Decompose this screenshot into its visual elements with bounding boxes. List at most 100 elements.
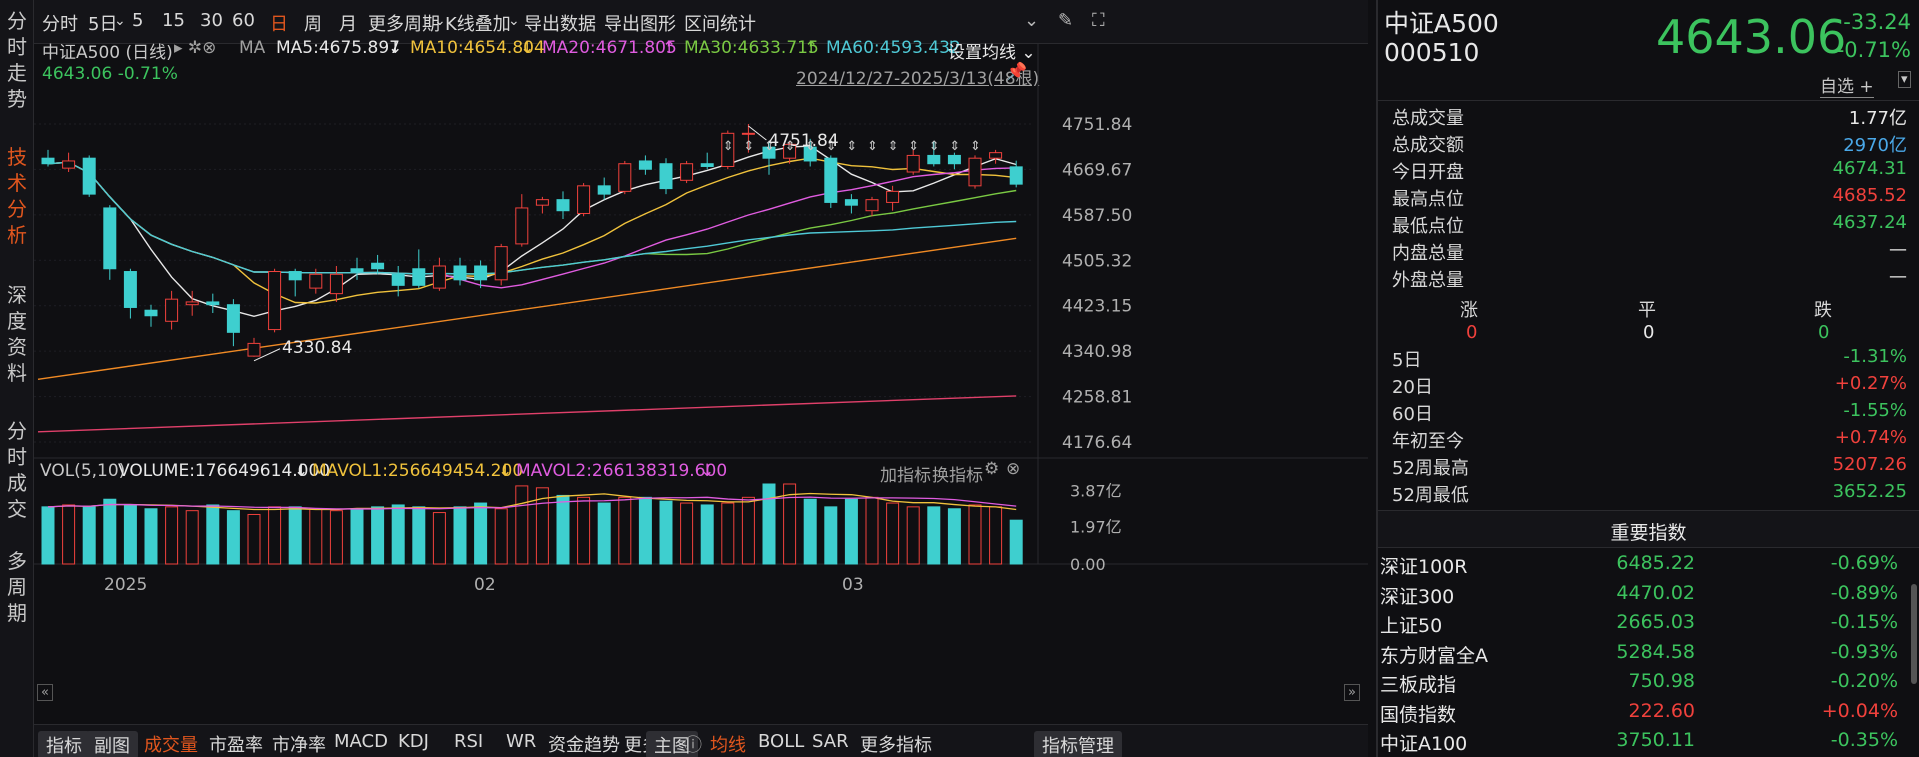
candle-body bbox=[165, 298, 179, 322]
main-indicator-tab-1[interactable]: BOLL bbox=[758, 731, 805, 752]
stat-label: 总成交量 bbox=[1392, 108, 1464, 129]
volume-bar bbox=[247, 513, 261, 565]
indicator-button[interactable]: 指标 bbox=[38, 731, 90, 757]
candle-body bbox=[62, 160, 76, 169]
stat-row: 最低点位 4637.24 bbox=[1392, 212, 1907, 239]
gear-icon[interactable]: ⚙ bbox=[984, 459, 1000, 479]
index-row[interactable]: 中证A100 3750.11 -0.35% bbox=[1380, 729, 1910, 757]
nav-tab-3[interactable]: 分时成交 bbox=[7, 419, 27, 521]
volume-bar bbox=[803, 498, 817, 565]
perf-label: 60日 bbox=[1392, 404, 1433, 425]
ma-legend-item: MA30:4633.715 bbox=[684, 38, 819, 58]
ma-legend-item: MA60:4593.432 bbox=[826, 38, 961, 58]
candle-body bbox=[659, 163, 673, 190]
volume-bar bbox=[474, 502, 488, 565]
main-indicator-tab-0[interactable]: 均线 bbox=[710, 735, 746, 756]
ma-settings-icon[interactable]: ▸ ✲⊗ bbox=[174, 38, 217, 58]
period-tab-2[interactable]: 5 bbox=[132, 10, 144, 31]
nav-tab-2[interactable]: 深度资料 bbox=[7, 283, 27, 385]
indicator-tab-3[interactable]: MACD bbox=[334, 731, 388, 752]
indicator-tab-4[interactable]: KDJ bbox=[398, 731, 429, 752]
period-tab-5[interactable]: 60 bbox=[232, 10, 255, 31]
pin-icon[interactable]: 📌 bbox=[1006, 62, 1028, 82]
volume-bar bbox=[82, 506, 96, 565]
vol-title: VOL(5,10) bbox=[40, 461, 126, 481]
scroll-right-button[interactable]: » bbox=[1344, 684, 1360, 701]
scrollbar[interactable] bbox=[1911, 584, 1917, 684]
main-indicator-tab-3[interactable]: 更多指标 bbox=[860, 735, 932, 756]
indicator-tab-7[interactable]: 资金趋势 bbox=[548, 735, 620, 756]
draw-icon[interactable]: ✎ bbox=[1058, 10, 1074, 31]
y-tick-label: 4751.84 bbox=[1062, 115, 1132, 135]
perf-label: 年初至今 bbox=[1392, 431, 1464, 452]
candle-body bbox=[432, 265, 446, 289]
set-ma-button[interactable]: 设置均线 ⌄ bbox=[948, 43, 1036, 63]
range-stats-button[interactable]: 区间统计 bbox=[684, 14, 756, 35]
period-tab-1[interactable]: 5日 bbox=[88, 14, 118, 35]
period-tab-8[interactable]: 月 bbox=[339, 14, 357, 35]
period-tab-4[interactable]: 30 bbox=[200, 10, 223, 31]
period-tab-3[interactable]: 15 bbox=[162, 10, 185, 31]
volume-bar bbox=[638, 496, 652, 565]
index-row[interactable]: 国债指数 222.60 +0.04% bbox=[1380, 700, 1910, 730]
close-icon[interactable]: ⊗ bbox=[1006, 459, 1021, 479]
date-range-label[interactable]: 2024/12/27-2025/3/13(48根) bbox=[796, 69, 1040, 89]
more-period-chevron-icon: ⌄ bbox=[434, 13, 446, 29]
index-row[interactable]: 深证100R 6485.22 -0.69% bbox=[1380, 552, 1910, 582]
nav-tab-0[interactable]: 分时走势 bbox=[7, 9, 27, 111]
add-indicator-button[interactable]: 加指标 bbox=[880, 466, 931, 486]
indicator-tab-6[interactable]: WR bbox=[506, 731, 537, 752]
index-price: 6485.22 bbox=[1616, 552, 1695, 574]
vol-tick-label: 1.97亿 bbox=[1070, 517, 1122, 536]
export-data-button[interactable]: 导出数据 bbox=[524, 14, 596, 35]
volume-bar bbox=[844, 498, 858, 565]
fullscreen-icon[interactable]: ⛶ bbox=[1092, 10, 1105, 31]
candle-body bbox=[247, 342, 261, 357]
breadth-flat-label: 平 bbox=[1638, 300, 1656, 321]
market-breadth: 涨 平 跌 0 0 0 bbox=[1378, 294, 1919, 360]
period-tab-7[interactable]: 周 bbox=[304, 14, 322, 35]
volume-bar bbox=[309, 508, 323, 565]
volume-bar bbox=[659, 500, 673, 565]
indicator-tab-5[interactable]: RSI bbox=[454, 731, 484, 752]
help-icon[interactable]: ⓘ bbox=[684, 735, 702, 756]
subchart-button[interactable]: 副图 bbox=[86, 731, 138, 757]
index-price: 222.60 bbox=[1628, 699, 1695, 722]
index-row[interactable]: 三板成指 750.98 -0.20% bbox=[1380, 670, 1910, 700]
volume-bar bbox=[350, 508, 364, 565]
candle-body bbox=[762, 146, 776, 159]
watchlist-dropdown-icon[interactable]: ▾ bbox=[1898, 71, 1911, 88]
main-chart-button[interactable]: 主图 bbox=[646, 731, 698, 757]
period-tab-6[interactable]: 日 bbox=[270, 14, 288, 35]
perf-row: 年初至今 +0.74% bbox=[1392, 427, 1907, 454]
index-change: -0.20% bbox=[1830, 670, 1898, 692]
main-indicator-tab-2[interactable]: SAR bbox=[812, 731, 849, 752]
add-watchlist-button[interactable]: 自选 + bbox=[1820, 72, 1874, 98]
export-chart-button[interactable]: 导出图形 bbox=[604, 14, 676, 35]
collapse-icon[interactable]: ⌄ bbox=[1024, 10, 1040, 31]
indicator-manage-button[interactable]: 指标管理 bbox=[1034, 731, 1122, 757]
stat-label: 外盘总量 bbox=[1392, 270, 1464, 291]
index-row[interactable]: 深证300 4470.02 -0.89% bbox=[1380, 582, 1910, 612]
index-row[interactable]: 东方财富全A 5284.58 -0.93% bbox=[1380, 641, 1910, 671]
scroll-left-button[interactable]: « bbox=[37, 684, 53, 701]
kline-chart-area[interactable]: 中证A500 (日线) ▸ ✲⊗ MA MA5:4675.897 ↓ MA10:46… bbox=[34, 38, 1368, 714]
period-tab-0[interactable]: 分时 bbox=[42, 14, 78, 35]
perf-value: -1.55% bbox=[1843, 400, 1907, 421]
volume-bar bbox=[721, 502, 735, 565]
indicator-tab-0[interactable]: 成交量 bbox=[144, 735, 198, 756]
indicator-tab-1[interactable]: 市盈率 bbox=[209, 735, 263, 756]
volume-bar bbox=[329, 510, 343, 565]
kline-overlay-button[interactable]: K线叠加 bbox=[445, 14, 511, 35]
stat-label: 总成交额 bbox=[1392, 135, 1464, 156]
index-row[interactable]: 上证50 2665.03 -0.15% bbox=[1380, 611, 1910, 641]
switch-indicator-button[interactable]: 换指标 bbox=[932, 466, 983, 486]
period-5d-chevron-icon: ⌄ bbox=[114, 13, 126, 29]
nav-tab-1[interactable]: 技术分析 bbox=[7, 145, 27, 247]
nav-tab-4[interactable]: 多周期 bbox=[7, 549, 27, 625]
candle-body bbox=[288, 271, 302, 281]
stat-label: 最高点位 bbox=[1392, 189, 1464, 210]
indicator-tab-2[interactable]: 市净率 bbox=[272, 735, 326, 756]
candle-body bbox=[947, 154, 961, 165]
period-tab-9[interactable]: 更多周期 bbox=[368, 14, 440, 35]
